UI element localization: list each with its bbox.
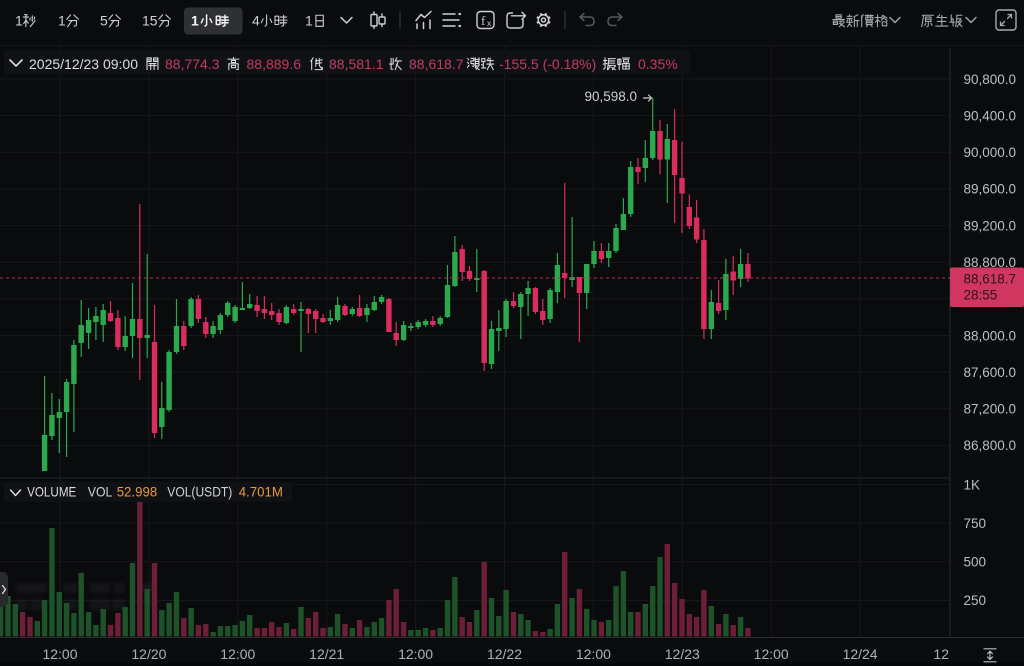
- svg-text:88,618.7: 88,618.7: [409, 56, 464, 72]
- svg-text:4: 4: [252, 13, 260, 29]
- svg-text:12/22: 12/22: [487, 646, 522, 662]
- svg-text:88,000.0: 88,000.0: [964, 328, 1017, 343]
- svg-text:90,000.0: 90,000.0: [964, 145, 1017, 160]
- svg-text:12:00: 12:00: [42, 646, 77, 662]
- svg-text:12:00: 12:00: [220, 646, 255, 662]
- svg-text:VOL(USDT): VOL(USDT): [167, 484, 232, 500]
- svg-text:12: 12: [933, 646, 949, 662]
- svg-text:1: 1: [15, 13, 23, 29]
- svg-text:88,800.0: 88,800.0: [964, 255, 1017, 270]
- svg-text:90,800.0: 90,800.0: [964, 72, 1017, 87]
- svg-text:1K: 1K: [964, 477, 981, 492]
- svg-text:750: 750: [964, 516, 987, 531]
- svg-text:VOLUME: VOLUME: [27, 484, 76, 500]
- svg-text:90,400.0: 90,400.0: [964, 108, 1017, 123]
- svg-text:89,200.0: 89,200.0: [964, 218, 1017, 233]
- svg-text:4.701M: 4.701M: [239, 484, 283, 500]
- svg-text:52.998: 52.998: [117, 484, 158, 500]
- svg-text:-155.5 (-0.18%): -155.5 (-0.18%): [499, 56, 596, 72]
- svg-text:VOL: VOL: [88, 484, 113, 500]
- svg-text:2025/12/23 09:00: 2025/12/23 09:00: [29, 56, 138, 72]
- svg-text:88,774.3: 88,774.3: [165, 56, 220, 72]
- svg-text:86,800.0: 86,800.0: [964, 438, 1017, 453]
- svg-text:500: 500: [964, 555, 987, 570]
- svg-text:12/20: 12/20: [131, 646, 166, 662]
- svg-text:12:00: 12:00: [398, 646, 433, 662]
- svg-text:12/23: 12/23: [665, 646, 700, 662]
- svg-text:88,581.1: 88,581.1: [329, 56, 384, 72]
- svg-text:x: x: [487, 18, 492, 28]
- svg-text:5: 5: [100, 13, 108, 29]
- svg-text:250: 250: [964, 593, 987, 608]
- svg-text:88,889.6: 88,889.6: [247, 56, 302, 72]
- svg-text:0.35%: 0.35%: [638, 56, 678, 72]
- svg-text:90,598.0: 90,598.0: [585, 89, 638, 104]
- svg-text:28:55: 28:55: [964, 288, 998, 303]
- svg-text:89,600.0: 89,600.0: [964, 182, 1017, 197]
- svg-text:1: 1: [58, 13, 66, 29]
- svg-text:88,618.7: 88,618.7: [964, 272, 1017, 287]
- svg-text:87,200.0: 87,200.0: [964, 402, 1017, 417]
- svg-text:12/24: 12/24: [843, 646, 878, 662]
- svg-text:87,600.0: 87,600.0: [964, 365, 1017, 380]
- svg-text:12:00: 12:00: [576, 646, 611, 662]
- svg-text:12:00: 12:00: [754, 646, 789, 662]
- svg-text:15: 15: [142, 13, 158, 29]
- svg-text:12/21: 12/21: [309, 646, 344, 662]
- svg-text:1: 1: [305, 13, 313, 29]
- svg-text:1: 1: [191, 13, 199, 29]
- svg-text:f: f: [481, 13, 486, 28]
